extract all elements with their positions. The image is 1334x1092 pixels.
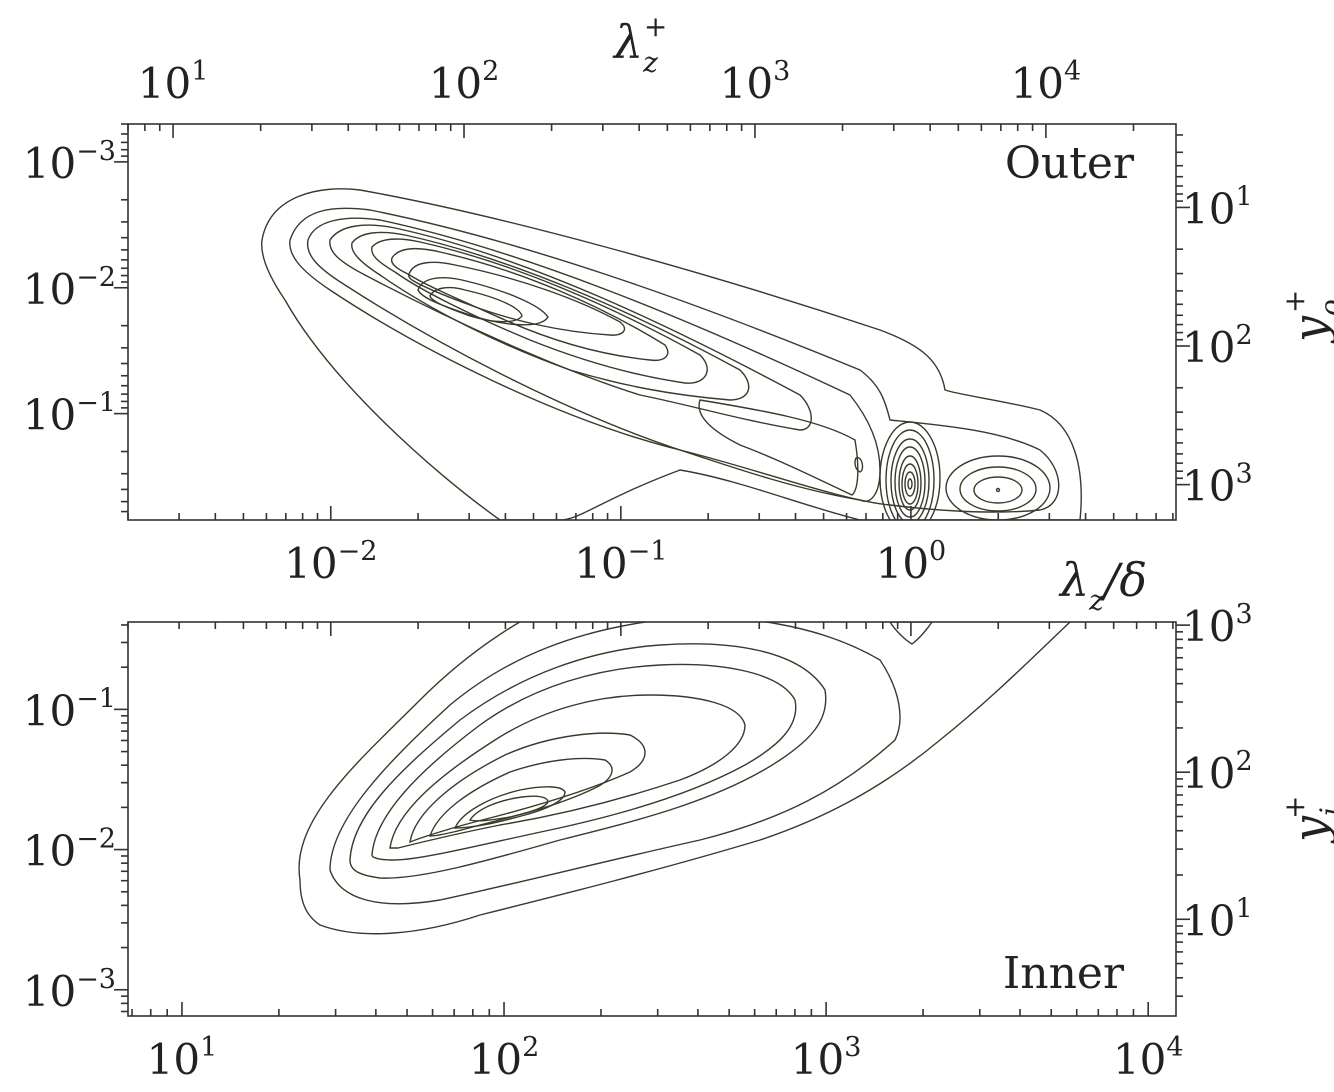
outer-contour-level-8 [408,261,626,336]
outer-branch-contour-a [698,399,859,496]
outer-contour-level-1 [261,188,1082,520]
inner-contour-level-1 [298,622,1071,935]
inner-tick-labels: 101 102 103 104 10−3 10−2 10−1 101 102 103 [23,599,1253,1084]
inner-frame [127,621,1177,1017]
outer-right-y-tick-label: 103 [1182,459,1253,511]
outer-top-x-tick-label: 101 [138,56,209,108]
outer-branch-contour-b [854,456,864,473]
outer-panel-label: Outer [1005,138,1135,189]
outer-contour-level-7 [390,247,669,362]
inner-contour-level-9 [468,795,549,822]
inner-left-y-tick-label: 10−3 [23,964,116,1016]
outer-ticks [114,123,1190,520]
bottom-right-y-axis-title: yi+ [1278,796,1334,844]
inner-contour-level-5 [389,694,746,849]
inner-contour-level-6 [409,732,646,844]
inner-right-y-tick-label: 103 [1182,599,1253,651]
inner-panel: 101 102 103 104 10−3 10−2 10−1 101 102 103 Inner [23,599,1253,1084]
inner-ticks [114,622,1190,1016]
outer-bottom-x-tick-label: 10−1 [574,536,667,588]
inner-upper-feature [889,622,933,645]
outer-frame [127,123,1177,521]
inner-contours [298,622,1071,935]
inner-bottom-x-tick-label: 104 [1113,1032,1184,1084]
inner-contour-level-2 [329,622,901,905]
top-x-axis-title: λz+ [612,10,667,79]
outer-left-y-tick-label: 10−1 [23,388,116,440]
inner-contour-level-3 [349,643,827,879]
inner-left-y-tick-label: 10−2 [23,824,116,876]
outer-left-y-tick-label: 10−2 [23,262,116,314]
inner-bottom-x-tick-label: 103 [791,1032,862,1084]
middle-x-axis-title: λz/δ [1058,553,1147,617]
outer-peak-2 [945,455,1051,520]
inner-panel-label: Inner [1003,948,1125,999]
top-right-y-axis-title: yo+ [1278,290,1334,344]
outer-peak-1 [879,421,941,520]
outer-contour-level-2 [289,207,1060,513]
inner-right-y-tick-label: 102 [1182,746,1253,798]
outer-contours [261,188,1082,520]
inner-left-y-tick-label: 10−1 [23,683,116,735]
outer-right-y-tick-label: 101 [1182,181,1253,233]
inner-contour-level-4 [371,663,797,861]
inner-bottom-x-tick-label: 102 [469,1032,540,1084]
inner-bottom-x-tick-label: 101 [147,1032,218,1084]
outer-contour-level-4 [329,224,812,431]
outer-bottom-x-tick-label: 100 [876,536,947,588]
inner-contour-level-8 [453,786,566,829]
outer-top-x-tick-label: 103 [720,56,791,108]
outer-top-x-tick-label: 102 [429,56,500,108]
outer-contour-level-9 [417,277,549,326]
outer-top-x-tick-label: 104 [1011,56,1082,108]
outer-panel: 10−2 10−1 100 101 102 103 104 10−3 10−2 10−1 101 10… [23,56,1253,588]
outer-contour-level-3 [306,217,881,502]
inner-right-y-tick-label: 101 [1182,893,1253,945]
outer-bottom-x-tick-label: 10−2 [284,536,377,588]
outer-left-y-tick-label: 10−3 [23,136,116,188]
outer-contour-level-10 [429,286,523,323]
outer-right-y-tick-label: 102 [1182,320,1253,372]
outer-contour-level-5 [351,231,750,401]
outer-contour-level-6 [371,238,708,384]
